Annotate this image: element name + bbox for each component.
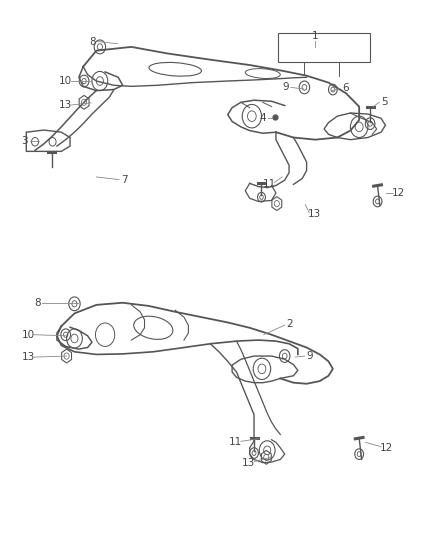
Text: 10: 10 bbox=[59, 76, 72, 86]
Text: 11: 11 bbox=[229, 438, 242, 447]
Text: 9: 9 bbox=[307, 351, 314, 361]
Text: 3: 3 bbox=[21, 136, 28, 146]
Text: 13: 13 bbox=[242, 458, 255, 467]
Text: 2: 2 bbox=[286, 319, 293, 329]
Text: 13: 13 bbox=[22, 352, 35, 362]
Text: 5: 5 bbox=[381, 98, 388, 107]
Text: 12: 12 bbox=[380, 443, 393, 453]
Text: 11: 11 bbox=[263, 179, 276, 189]
Text: 8: 8 bbox=[34, 298, 41, 308]
Text: 7: 7 bbox=[121, 175, 128, 184]
Text: 10: 10 bbox=[22, 330, 35, 340]
Text: 13: 13 bbox=[59, 100, 72, 110]
Text: 4: 4 bbox=[259, 114, 266, 123]
Text: 12: 12 bbox=[392, 188, 405, 198]
Text: 9: 9 bbox=[282, 83, 289, 92]
Text: 6: 6 bbox=[342, 84, 349, 93]
Text: 8: 8 bbox=[89, 37, 96, 46]
Text: 13: 13 bbox=[308, 209, 321, 219]
Text: 1: 1 bbox=[312, 31, 319, 41]
